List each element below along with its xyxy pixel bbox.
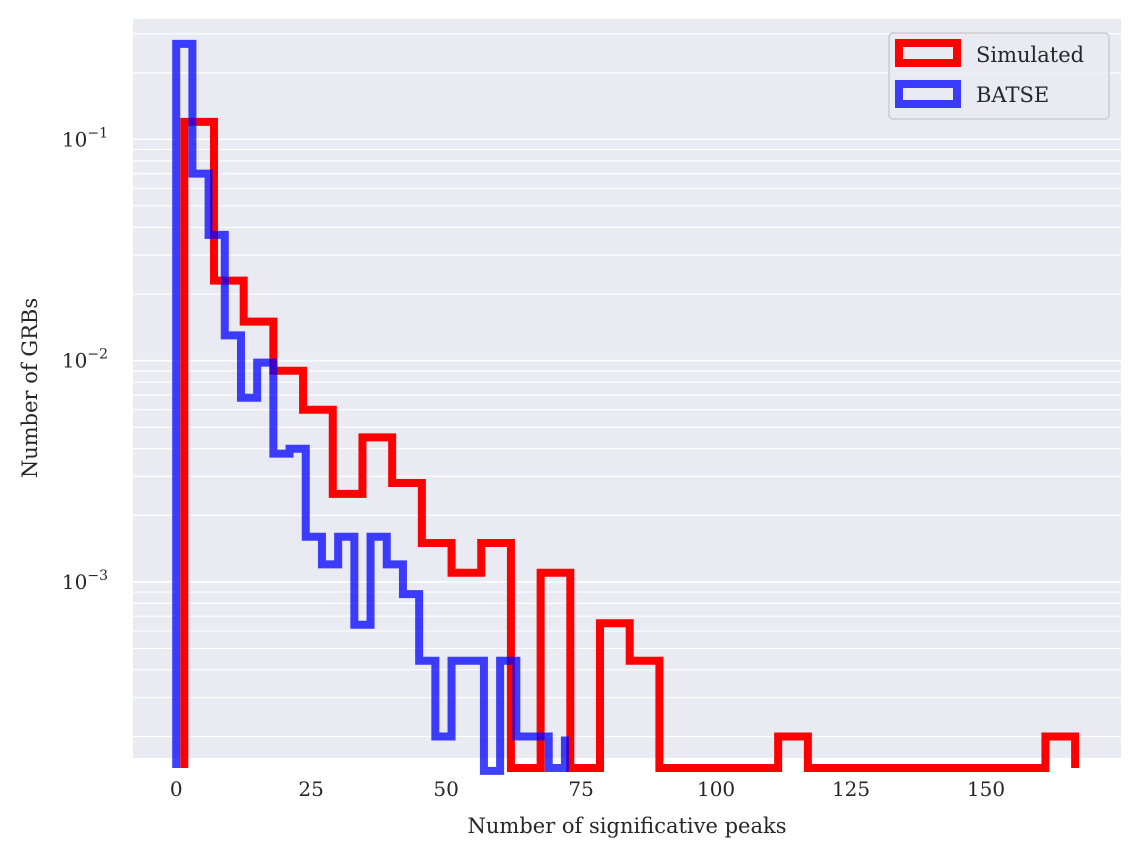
legend-box bbox=[888, 32, 1110, 120]
y-ticks: 10−1 10−2 10−3 bbox=[62, 125, 108, 594]
legend-swatch-simulated bbox=[895, 39, 961, 67]
grid-lines bbox=[133, 33, 1121, 738]
legend: Simulated BATSE bbox=[888, 32, 1110, 120]
y-tick-label: 10−3 bbox=[62, 568, 108, 594]
x-tick-label: 150 bbox=[967, 777, 1005, 801]
x-ticks: 0 25 50 75 100 125 150 bbox=[170, 777, 1005, 801]
series-batse-step-line bbox=[172, 39, 569, 775]
legend-label-batse: BATSE bbox=[976, 83, 1049, 107]
x-tick-label: 125 bbox=[832, 777, 870, 801]
x-tick-label: 25 bbox=[298, 777, 323, 801]
x-tick-label: 0 bbox=[170, 777, 183, 801]
x-tick-label: 100 bbox=[697, 777, 735, 801]
legend-label-simulated: Simulated bbox=[976, 43, 1084, 67]
y-axis-label: Number of GRBs bbox=[18, 298, 42, 478]
x-tick-label: 75 bbox=[568, 777, 593, 801]
y-tick-label: 10−2 bbox=[62, 347, 108, 373]
series-simulated-step-line bbox=[180, 117, 1080, 772]
x-axis-label: Number of significative peaks bbox=[468, 814, 787, 838]
legend-swatch-batse bbox=[895, 80, 961, 108]
y-tick-label: 10−1 bbox=[62, 125, 108, 151]
series-layer bbox=[172, 39, 1080, 775]
x-tick-label: 50 bbox=[433, 777, 458, 801]
